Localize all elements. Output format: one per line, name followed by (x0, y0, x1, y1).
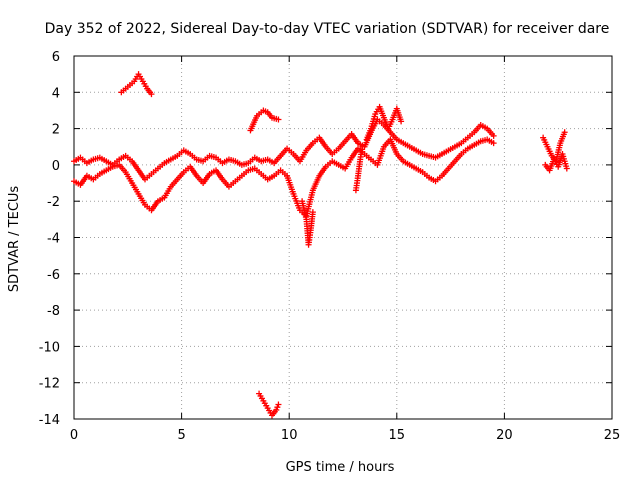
series-segment-nine (247, 107, 282, 134)
chart-title: Day 352 of 2022, Sidereal Day-to-day VTE… (45, 21, 610, 37)
y-tick-label: -8 (47, 304, 60, 319)
data-point (490, 140, 497, 147)
series-dip-eleven (299, 198, 316, 248)
y-tick-label: -10 (39, 340, 60, 355)
data-point (359, 143, 366, 150)
y-tick-label: 0 (52, 159, 60, 174)
series-segment-late-b (542, 151, 570, 174)
series-peak-fourteen (363, 103, 405, 143)
data-point (398, 118, 405, 125)
data-point (309, 209, 316, 216)
y-tick-label: -2 (47, 195, 60, 210)
data-point (275, 401, 282, 408)
data-points (71, 71, 570, 419)
grid (74, 56, 612, 419)
y-tick-label: -6 (47, 268, 60, 283)
data-point (275, 116, 282, 123)
series-spike-thirteen (352, 143, 366, 194)
data-point (561, 129, 568, 136)
data-point (148, 91, 155, 98)
series-trace-a (71, 116, 497, 183)
data-point (490, 132, 497, 139)
x-tick-label: 0 (70, 428, 78, 443)
data-point (563, 165, 570, 172)
y-tick-label: -4 (47, 232, 60, 247)
x-tick-label: 20 (496, 428, 513, 443)
x-axis-label: GPS time / hours (286, 460, 395, 475)
series-trace-b (71, 136, 497, 219)
y-tick-label: -14 (39, 413, 60, 428)
x-tick-labels: 0 5 10 15 20 25 (70, 428, 620, 443)
x-tick-label: 10 (281, 428, 298, 443)
y-tick-label: 6 (52, 50, 60, 65)
y-tick-labels: -14 -12 -10 -8 -6 -4 -2 0 2 4 6 (39, 50, 60, 428)
x-tick-label: 15 (389, 428, 406, 443)
y-tick-label: 4 (52, 86, 60, 101)
data-point (273, 406, 280, 413)
series-segment-early (118, 71, 155, 98)
y-tick-label: -12 (39, 377, 60, 392)
tick-marks (73, 55, 613, 420)
x-tick-label: 5 (177, 428, 185, 443)
x-tick-label: 25 (604, 428, 621, 443)
y-tick-label: 2 (52, 123, 60, 138)
data-point (274, 404, 281, 411)
y-axis-label: SDTVAR / TECUs (7, 186, 22, 293)
series-segment-low (256, 390, 282, 419)
